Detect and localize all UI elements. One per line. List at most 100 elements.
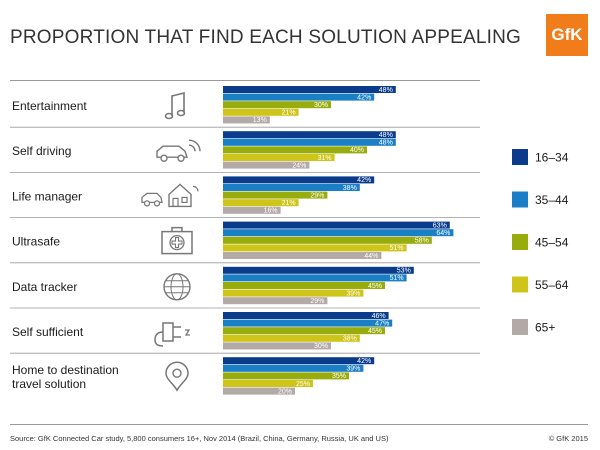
legend-swatch xyxy=(512,319,528,335)
copyright-note: © GfK 2015 xyxy=(548,434,588,443)
data-globe-icon xyxy=(163,273,191,301)
data-label: 13% xyxy=(253,117,267,124)
data-label: 48% xyxy=(379,87,393,94)
data-label: 29% xyxy=(310,192,324,199)
data-label: 38% xyxy=(343,185,357,192)
category-label: Data tracker xyxy=(12,280,77,294)
data-label: 24% xyxy=(292,162,306,169)
data-label: 42% xyxy=(357,177,371,184)
car-and-house-icon xyxy=(141,183,199,208)
data-label: 31% xyxy=(318,155,332,162)
bar-16–34-2 xyxy=(223,176,375,184)
bar-16–34-4 xyxy=(223,266,414,274)
data-label: 38% xyxy=(343,336,357,343)
bar-35–44-1 xyxy=(223,138,396,146)
self-driving-car-icon xyxy=(156,139,201,162)
data-label: 35% xyxy=(332,373,346,380)
bar-16–34-6 xyxy=(223,357,375,365)
data-label: 42% xyxy=(357,94,371,101)
bar-35–44-4 xyxy=(223,274,407,282)
bar-65+-3 xyxy=(223,252,382,259)
bar-45–54-0 xyxy=(223,101,331,109)
data-label: 30% xyxy=(314,102,328,109)
data-label: 20% xyxy=(278,388,292,395)
bar-35–44-2 xyxy=(223,184,360,191)
bar-65+-2 xyxy=(223,206,281,214)
data-label: 46% xyxy=(372,313,386,320)
bar-55–64-1 xyxy=(223,154,335,161)
top-divider xyxy=(10,80,480,81)
bar-65+-0 xyxy=(223,116,270,124)
data-label: 39% xyxy=(346,366,360,373)
bar-45–54-2 xyxy=(223,191,328,199)
source-note: Source: GfK Connected Car study, 5,800 c… xyxy=(10,434,389,443)
data-label: 58% xyxy=(415,238,429,245)
legend-label: 65+ xyxy=(535,321,555,335)
bar-16–34-0 xyxy=(223,86,396,93)
bar-45–54-3 xyxy=(223,236,432,244)
bar-16–34-5 xyxy=(223,312,389,319)
category-label: Entertainment xyxy=(12,99,87,113)
bar-35–44-0 xyxy=(223,93,375,101)
bar-35–44-6 xyxy=(223,364,364,372)
bar-55–64-2 xyxy=(223,199,299,207)
data-label: 51% xyxy=(390,275,404,282)
bottom-divider xyxy=(10,424,588,425)
legend-label: 16–34 xyxy=(535,151,569,165)
data-label: 25% xyxy=(296,381,310,388)
data-label: 21% xyxy=(282,110,296,117)
data-label: 48% xyxy=(379,132,393,139)
data-label: 51% xyxy=(390,245,404,252)
bar-45–54-1 xyxy=(223,146,367,154)
bar-45–54-5 xyxy=(223,327,385,335)
data-label: 45% xyxy=(368,328,382,335)
bar-65+-1 xyxy=(223,161,310,169)
bar-16–34-1 xyxy=(223,131,396,139)
bar-35–44-3 xyxy=(223,229,454,237)
category-label: Self sufficient xyxy=(12,325,84,339)
data-label: 29% xyxy=(310,298,324,305)
category-label: Self driving xyxy=(12,144,71,158)
location-pin-icon xyxy=(165,361,189,392)
data-label: 47% xyxy=(375,320,389,327)
bar-55–64-6 xyxy=(223,380,313,387)
data-label: 42% xyxy=(357,358,371,365)
legend-swatch xyxy=(512,191,528,208)
legend-swatch xyxy=(512,276,528,293)
data-label: 39% xyxy=(346,290,360,297)
data-label: 53% xyxy=(397,268,411,275)
chart-title: PROPORTION THAT FIND EACH SOLUTION APPEA… xyxy=(10,27,521,48)
data-label: 40% xyxy=(350,147,364,154)
category-label: Home to destination xyxy=(12,363,119,377)
bar-55–64-4 xyxy=(223,289,364,297)
data-label: 44% xyxy=(364,253,378,260)
gfk-logo: GfK xyxy=(546,14,588,56)
bar-55–64-3 xyxy=(223,244,407,252)
category-label: Life manager xyxy=(12,189,82,203)
category-label: travel solution xyxy=(12,377,86,391)
legend-label: 55–64 xyxy=(535,278,569,292)
first-aid-kit-icon xyxy=(161,226,193,255)
music-note-icon xyxy=(164,91,186,120)
category-label: Ultrasafe xyxy=(12,235,60,249)
data-label: 16% xyxy=(264,208,278,215)
bar-45–54-4 xyxy=(223,282,385,289)
bar-65+-4 xyxy=(223,297,328,305)
legend-swatch xyxy=(512,149,528,165)
data-label: 48% xyxy=(379,140,393,147)
legend-label: 45–54 xyxy=(535,236,569,250)
bar-65+-5 xyxy=(223,342,331,350)
bar-55–64-5 xyxy=(223,334,360,342)
data-label: 63% xyxy=(433,222,447,229)
data-label: 21% xyxy=(282,200,296,207)
data-label: 30% xyxy=(314,343,328,350)
bar-45–54-6 xyxy=(223,372,349,380)
data-label: 45% xyxy=(368,283,382,290)
bar-35–44-5 xyxy=(223,319,393,327)
power-plug-icon xyxy=(154,322,191,347)
bar-16–34-3 xyxy=(223,221,450,229)
bar-55–64-0 xyxy=(223,108,299,116)
legend-swatch xyxy=(512,234,528,250)
bar-65+-6 xyxy=(223,387,295,395)
